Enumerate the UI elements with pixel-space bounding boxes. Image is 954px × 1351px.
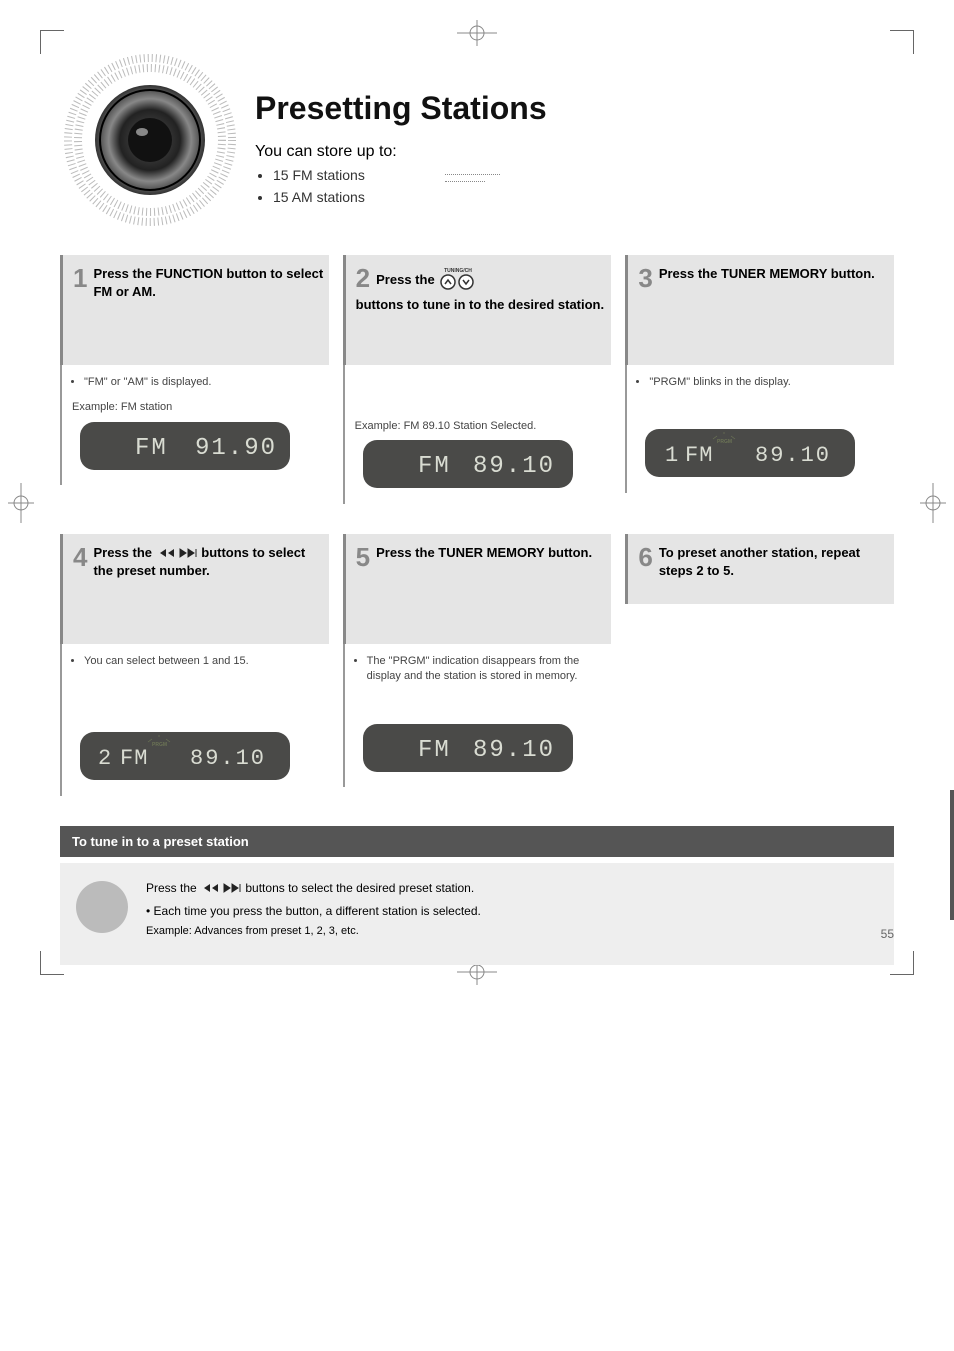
step-title: Press the buttons to select the preset n… xyxy=(93,545,305,578)
step-number: 1 xyxy=(73,265,87,291)
lcd-display: 2 FM PRGM 89.10 xyxy=(80,732,290,780)
preset-box: Press the buttons to select the desired … xyxy=(60,863,894,966)
step-5: 5 Press the TUNER MEMORY button. The "PR… xyxy=(343,534,612,796)
dotted-line xyxy=(445,178,485,182)
svg-text:89.10: 89.10 xyxy=(190,746,266,771)
step-number: 6 xyxy=(638,544,652,570)
dotted-line xyxy=(445,171,500,175)
preset-instruction: Press the buttons to select the desired … xyxy=(146,879,481,897)
preset-bullet: • Each time you press the button, a diff… xyxy=(146,902,481,920)
svg-text:FM: FM xyxy=(685,443,713,468)
svg-text:TUNING/CH: TUNING/CH xyxy=(444,268,472,274)
tuning-ch-buttons: TUNING/CH xyxy=(438,265,478,296)
step-title: To preset another station, repeat steps … xyxy=(659,545,860,578)
steps-row-2: 4 Press the buttons to select the preset… xyxy=(60,534,894,796)
step-6: 6 To preset another station, repeat step… xyxy=(625,534,894,796)
header: Presetting Stations You can store up to:… xyxy=(60,50,894,230)
step-body-line: The "PRGM" indication disappears from th… xyxy=(367,654,608,685)
lcd-display: FM 91.90 xyxy=(80,422,290,470)
steps-row-1: 1 Press the FUNCTION button to select FM… xyxy=(60,255,894,504)
page-title: Presetting Stations xyxy=(255,90,547,127)
display-band: FM xyxy=(135,435,168,462)
skip-icons xyxy=(200,881,245,895)
preset-banner: To tune in to a preset station xyxy=(60,826,894,857)
display-freq: 91.90 xyxy=(195,435,277,462)
subtitle: You can store up to: 15 FM stations 15 A… xyxy=(255,143,547,211)
svg-text:89.10: 89.10 xyxy=(755,443,831,468)
subtitle-item: 15 FM stations xyxy=(273,167,365,183)
step-body-line: "FM" or "AM" is displayed. xyxy=(84,375,325,390)
step-1: 1 Press the FUNCTION button to select FM… xyxy=(60,255,329,504)
lcd-display: FM 89.10 xyxy=(363,440,573,488)
step-body-line: You can select between 1 and 15. xyxy=(84,654,325,669)
step-number: 5 xyxy=(356,544,370,570)
step-body-line: "PRGM" blinks in the display. xyxy=(649,375,890,390)
step-example: Example: FM station xyxy=(72,400,325,415)
lcd-display: FM 89.10 xyxy=(363,724,573,772)
step-title: Press the TUNER MEMORY button. xyxy=(659,266,875,281)
svg-text:1: 1 xyxy=(665,443,678,468)
subtitle-lead: You can store up to: xyxy=(255,143,547,161)
preset-example: Example: Advances from preset 1, 2, 3, e… xyxy=(146,923,481,940)
svg-text:2: 2 xyxy=(98,746,111,771)
svg-text:89.10: 89.10 xyxy=(473,453,555,480)
svg-text:FM: FM xyxy=(120,746,148,771)
step-number: 2 xyxy=(356,265,370,291)
step-4: 4 Press the buttons to select the preset… xyxy=(60,534,329,796)
svg-text:PRGM: PRGM xyxy=(717,439,732,445)
step-number: 3 xyxy=(638,265,652,291)
speaker-graphic xyxy=(60,50,240,230)
section-tab: RADIO OPERATION xyxy=(950,790,954,920)
page-number: 55 xyxy=(881,927,894,941)
step-3: 3 Press the TUNER MEMORY button. "PRGM" … xyxy=(625,255,894,504)
lcd-display: 1 FM PRGM 89.10 xyxy=(645,429,855,477)
subtitle-item: 15 AM stations xyxy=(273,189,365,205)
svg-text:89.10: 89.10 xyxy=(473,737,555,764)
step-title: Press the FUNCTION button to select FM o… xyxy=(93,266,323,299)
bullet-circle xyxy=(76,881,128,933)
step-title: Press the TUNER MEMORY button. xyxy=(376,545,592,560)
svg-text:FM: FM xyxy=(418,737,451,764)
step-number: 4 xyxy=(73,544,87,570)
step-example: Example: FM 89.10 Station Selected. xyxy=(355,419,608,434)
svg-text:FM: FM xyxy=(418,453,451,480)
step-2: 2 Press the TUNING/CH buttons to tune xyxy=(343,255,612,504)
svg-text:PRGM: PRGM xyxy=(152,742,167,748)
step-title: Press the TUNING/CH buttons to tune in t… xyxy=(356,272,604,312)
skip-icons xyxy=(156,545,202,560)
